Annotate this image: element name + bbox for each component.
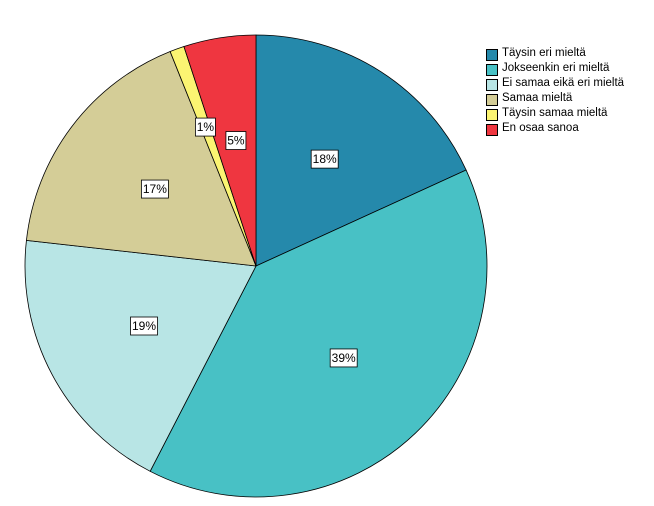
data-label-text: 5% [227,134,245,148]
legend-swatch [486,109,498,121]
legend-label: Täysin samaa mieltä [502,107,608,119]
data-label: 1% [195,117,216,137]
data-label-box [225,131,247,150]
pie-slice [149,169,488,498]
legend-label: Jokseenkin eri mieltä [502,62,610,74]
data-label: 17% [140,179,169,199]
pie-slice [183,34,257,267]
pie-slice [24,239,257,472]
data-label-text: 1% [197,120,215,134]
data-label-box [329,348,358,368]
chart-legend: Täysin eri mieltä Jokseenkin eri mieltä … [486,47,646,138]
data-label-text: 19% [132,319,156,333]
data-label: 39% [329,348,358,368]
legend-item: Täysin samaa mieltä [486,107,646,121]
legend-swatch [486,94,498,106]
data-label-box [130,316,158,336]
data-label-text: 18% [313,152,337,166]
data-label: 19% [130,316,158,336]
legend-swatch [486,64,498,76]
data-label-text: 39% [332,351,356,365]
data-label: 5% [225,131,247,150]
legend-item: Jokseenkin eri mieltä [486,62,646,76]
legend-item: Ei samaa eikä eri mieltä [486,77,646,91]
data-label: 18% [310,149,339,169]
legend-swatch [486,79,498,91]
legend-item: Täysin eri mieltä [486,47,646,61]
data-label-box [195,117,216,137]
pie-slice [25,51,257,267]
pie-slice [255,34,467,267]
data-label-box [310,149,339,169]
data-label-box [140,179,169,199]
data-label-text: 17% [143,182,167,196]
legend-label: Ei samaa eikä eri mieltä [502,77,625,89]
legend-label: Täysin eri mieltä [502,47,586,59]
legend-label: En osaa sanoa [502,122,579,134]
pie-slices [24,34,488,498]
legend-label: Samaa mieltä [502,92,573,104]
pie-data-labels: 18% 39% 19% 17% 1% 5% [130,117,358,368]
legend-item: En osaa sanoa [486,122,646,136]
legend-item: Samaa mieltä [486,92,646,106]
legend-swatch [486,49,498,61]
legend-swatch [486,124,498,136]
